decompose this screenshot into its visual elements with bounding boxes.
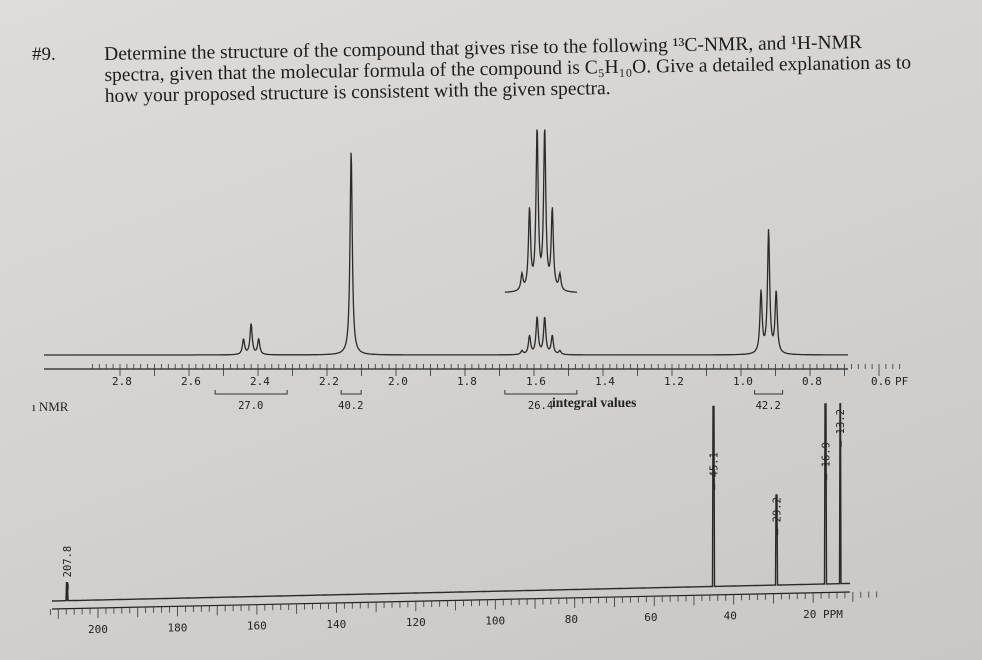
c-nmr-peak-label: — 207.8 <box>62 546 74 590</box>
h-nmr-tick-label: 1.4 <box>595 375 615 388</box>
c-nmr-peak-label: — 16.9 <box>820 442 832 480</box>
c-nmr-peak-label: — 29.2 <box>772 497 784 535</box>
integral-bracket <box>340 390 362 395</box>
c-nmr-axis-line <box>51 591 851 610</box>
c-nmr-tick-label: 40 <box>724 609 737 622</box>
c-nmr-peak-label: — 13.2 <box>835 409 847 447</box>
h-nmr-tick-label: 0.8 <box>802 375 822 388</box>
c-nmr-tick-label: 20 PPM <box>803 608 843 621</box>
c-nmr-tick-labels: 200 180 160 140 120 100 80 60 40 20 PPM <box>88 608 843 636</box>
h-nmr-tick-label: 1.0 <box>733 375 753 388</box>
c-nmr-axis <box>49 591 878 619</box>
integral-bracket <box>754 390 784 395</box>
integral-bracket <box>214 390 288 395</box>
h-nmr-tick-labels: 2.8 2.6 2.4 2.2 2.0 1.8 1.6 1.4 1.2 1.0 0.8 0.6 PF <box>112 375 908 388</box>
h-nmr-tick-label: 2.8 <box>112 375 132 388</box>
c-nmr-side-label: ı NMR <box>32 399 69 414</box>
h-nmr-tick-label: 2.4 <box>250 375 270 388</box>
c-nmr-tick-label: 100 <box>485 615 505 628</box>
c-nmr-tick-label: 120 <box>406 616 426 629</box>
h-nmr-axis-suffix: PF <box>895 375 908 388</box>
h-nmr-tick-label: 1.2 <box>664 375 684 388</box>
h-nmr-integrals: 27.0 40.2 26.4 42.2 <box>214 390 784 412</box>
h-nmr-tick-label: 2.2 <box>319 375 339 388</box>
h-nmr-tick-label: 2.0 <box>388 375 408 388</box>
integral-value: 40.2 <box>338 400 363 412</box>
h-nmr-axis <box>44 364 901 376</box>
c-nmr-spectrum: ı NMR 200 180 160 140 120 100 80 60 40 20 PPM — 2… <box>32 399 878 636</box>
h-nmr-spectrum: 2.8 2.6 2.4 2.2 2.0 1.8 1.6 1.4 1.2 1.0 0.8 0.6 PF 2… <box>44 129 908 412</box>
integral-value: 26.4 <box>528 400 553 412</box>
h-nmr-expanded-multiplet <box>504 129 577 293</box>
c-nmr-tick-label: 80 <box>565 613 578 626</box>
c-nmr-peak-label: — 45.1 <box>708 452 720 490</box>
problem-number: #9. <box>32 44 56 65</box>
integral-value: 42.2 <box>756 400 781 412</box>
c-nmr-tick-label: 60 <box>644 611 657 624</box>
h-nmr-tick-label: 0.6 <box>871 375 891 388</box>
integral-caption: integral values <box>552 395 636 410</box>
h-nmr-trace <box>44 152 848 356</box>
h-nmr-tick-label: 1.8 <box>457 375 477 388</box>
c-nmr-tick-label: 140 <box>326 618 346 631</box>
c-nmr-trace <box>52 403 851 602</box>
c-nmr-tick-label: 180 <box>167 621 187 634</box>
c-nmr-tick-label: 160 <box>247 620 267 633</box>
c-nmr-tick-label: 200 <box>88 623 108 636</box>
integral-bracket <box>504 390 578 395</box>
h-nmr-tick-label: 1.6 <box>526 375 546 388</box>
h-nmr-tick-label: 2.6 <box>181 375 201 388</box>
c-nmr-peak-labels: — 207.8 — 45.1 — 29.2 — 16.9— 13.2 <box>62 409 847 590</box>
integral-value: 27.0 <box>238 400 263 412</box>
